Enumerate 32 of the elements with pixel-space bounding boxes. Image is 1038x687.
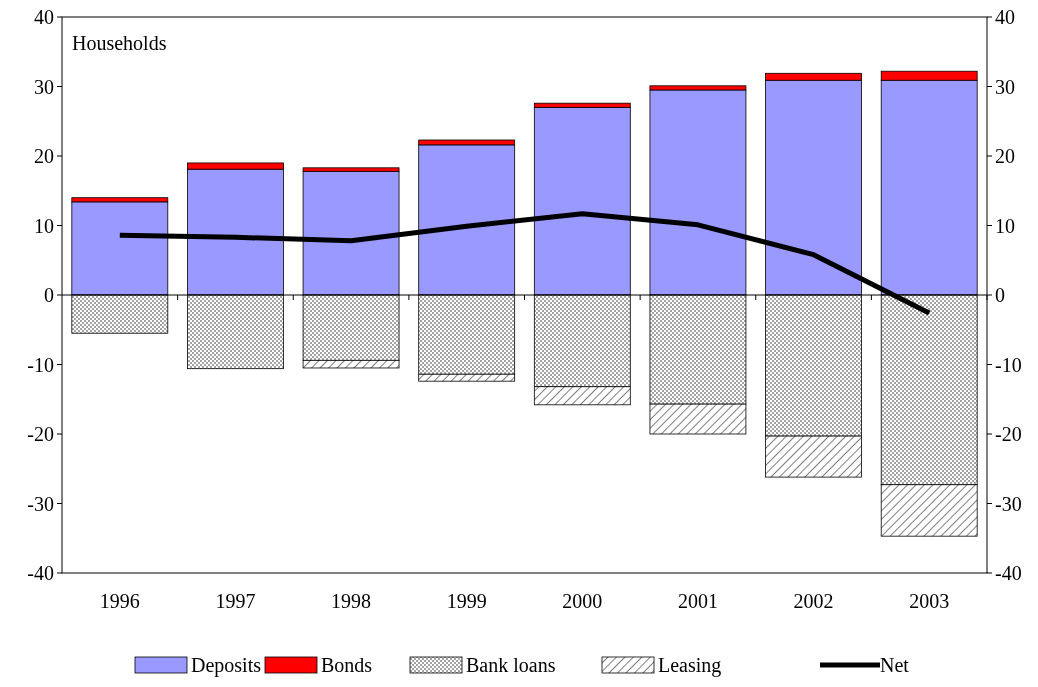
x-tick-label: 1998 xyxy=(331,590,372,612)
y-tick-label: -40 xyxy=(27,562,54,584)
x-tick-label: 1997 xyxy=(215,590,256,612)
y2-tick-label: -10 xyxy=(995,353,1022,376)
y-tick-label: -30 xyxy=(27,492,54,515)
x-tick-label: 2003 xyxy=(909,590,950,612)
y-tick-label: -10 xyxy=(27,353,54,376)
x-tick-label: 1999 xyxy=(446,590,487,612)
y-tick-label: 30 xyxy=(34,75,54,98)
y2-tick-label: 10 xyxy=(995,214,1015,237)
y2-tick-label: 0 xyxy=(995,284,1005,306)
y2-tick-label: 40 xyxy=(995,6,1015,28)
x-tick-label: 2002 xyxy=(793,590,834,612)
y2-tick-label: -30 xyxy=(995,492,1022,515)
y2-tick-label: -40 xyxy=(995,562,1022,584)
x-tick-label: 2001 xyxy=(677,590,718,612)
legend-label: Net xyxy=(880,654,910,676)
y-tick-label: 20 xyxy=(34,145,54,167)
x-tick-label: 2000 xyxy=(562,590,603,612)
x-tick-label: 1996 xyxy=(99,590,140,612)
legend-label: Leasing xyxy=(658,654,722,677)
y-tick-label: 40 xyxy=(34,6,54,28)
text: Households xyxy=(72,32,167,54)
y2-tick-label: 20 xyxy=(995,145,1015,167)
y-tick-label: 0 xyxy=(44,284,54,306)
legend-label: Bonds xyxy=(321,654,373,676)
y-tick-label: -20 xyxy=(27,423,54,445)
legend-label: Bank loans xyxy=(466,654,556,676)
legend-label: Deposits xyxy=(191,654,262,677)
y-tick-label: 10 xyxy=(34,214,54,237)
y2-tick-label: 30 xyxy=(995,75,1015,98)
y2-tick-label: -20 xyxy=(995,423,1022,445)
